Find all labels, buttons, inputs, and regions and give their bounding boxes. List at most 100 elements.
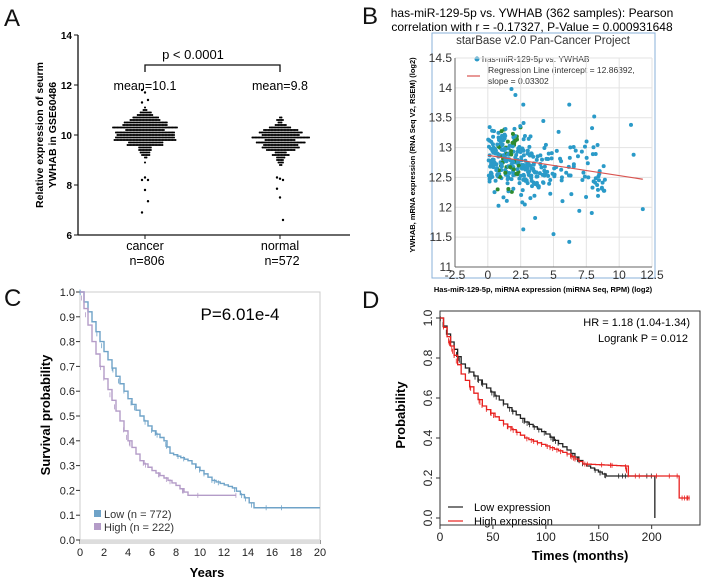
panel-a-data-point	[148, 128, 151, 132]
panel-b-data-point	[491, 150, 496, 155]
panel-a-data-point	[252, 136, 255, 139]
panel-b-data-point	[582, 144, 587, 149]
panel-a-data-point	[122, 138, 125, 142]
panel-a-data-point	[133, 116, 136, 119]
panel-a-data-point	[142, 143, 145, 147]
panel-a-data-point	[292, 146, 295, 149]
panel-a-data-point	[161, 141, 164, 144]
panel-a-data-point	[280, 143, 283, 147]
panel-b-xtick-label: -2.5	[445, 268, 466, 282]
panel-a-data-point	[277, 153, 280, 157]
panel-a-data-point	[142, 148, 145, 152]
panel-b-data-point	[509, 177, 514, 182]
panel-a-data-point	[120, 138, 123, 142]
panel-a-data-point	[271, 128, 274, 132]
panel-a-data-point	[149, 141, 152, 144]
panel-a-data-point	[264, 136, 267, 139]
panel-a-data-point	[149, 146, 152, 149]
panel-a-data-point	[273, 141, 276, 144]
panel-a-data-point	[136, 138, 139, 142]
panel-a-data-point	[270, 146, 273, 149]
panel-a-data-point	[139, 146, 142, 149]
panel-a-data-point	[255, 136, 258, 139]
panel-a-data-point	[277, 131, 280, 134]
panel-a-data-point	[125, 128, 128, 132]
panel-a-data-point	[143, 121, 147, 124]
panel-b-data-point	[535, 154, 540, 159]
panel-a-data-point	[278, 161, 282, 164]
panel-b-ytick-label: 14.5	[429, 51, 453, 65]
panel-a-data-point	[122, 131, 125, 134]
panel-a-data-point	[135, 143, 138, 147]
panel-a-data-point	[142, 153, 145, 157]
panel-a-data-point	[143, 133, 147, 137]
panel-b-data-point	[525, 148, 530, 153]
panel-a-data-point	[148, 118, 151, 122]
panel-a-data-point	[112, 126, 115, 129]
panel-a-data-point	[128, 133, 131, 137]
panel-a-data-point	[146, 133, 149, 137]
panel-a-data-point	[284, 138, 287, 142]
panel-a-data-point	[258, 131, 261, 134]
panel-a-data-point	[287, 131, 290, 134]
panel-a-data-point	[267, 133, 270, 137]
panel-a-data-point	[139, 136, 142, 139]
panel-a-data-point	[307, 136, 311, 139]
panel-a-data-point	[170, 133, 173, 137]
panel-b-data-point	[586, 175, 591, 180]
panel-a-data-point	[268, 133, 271, 137]
panel-a-data-point	[142, 121, 145, 124]
panel-a-data-point	[138, 143, 141, 147]
panel-a-data-point	[114, 138, 118, 142]
panel-a-data-point	[264, 141, 267, 144]
panel-b-data-point	[505, 181, 510, 186]
panel-a-data-point	[158, 141, 161, 144]
panel-a-data-point	[158, 138, 161, 142]
panel-a-data-point	[133, 138, 136, 142]
panel-a-data-point	[274, 128, 277, 132]
panel-a-data-point	[283, 143, 286, 147]
panel-a-data-point	[145, 133, 148, 137]
panel-a-data-point	[133, 118, 136, 122]
panel-a-data-point	[290, 148, 293, 152]
panel-a-data-point	[284, 133, 287, 137]
panel-a-data-point	[278, 128, 282, 132]
ytick-label: 0.4	[60, 436, 75, 448]
ytick-label: 0.2	[60, 485, 75, 497]
panel-a-data-point	[143, 156, 147, 159]
panel-b-data-point	[512, 126, 517, 131]
panel-a-data-point	[170, 126, 173, 129]
panel-a-data-point	[141, 153, 144, 157]
panel-b-data-point	[531, 168, 536, 173]
panel-b-data-point	[593, 151, 598, 156]
panel-c-legend-low: Low (n = 772)	[104, 509, 172, 521]
panel-a-data-point	[132, 133, 135, 137]
panel-a-data-point	[296, 128, 299, 132]
panel-a-data-point	[152, 121, 155, 124]
panel-a-data-point	[270, 138, 273, 142]
panel-a-data-point	[270, 143, 273, 147]
panel-a-data-point	[162, 126, 165, 129]
panel-b-data-point	[590, 152, 595, 157]
panel-a-data-point	[143, 146, 147, 149]
panel-a-data-point	[276, 151, 279, 154]
ytick-label: 0.1	[60, 510, 75, 522]
panel-b-data-point	[491, 134, 496, 139]
panel-a-data-point	[138, 116, 141, 119]
panel-a-data-point	[265, 136, 269, 139]
panel-a-data-point	[145, 148, 148, 152]
panel-b-data-point	[571, 145, 576, 150]
panel-a-data-point	[280, 136, 283, 139]
panel-b-data-point	[510, 159, 515, 164]
panel-a-data-point	[146, 138, 149, 142]
panel-a-data-point	[139, 151, 142, 154]
xtick-label: 16	[266, 547, 278, 559]
panel-b-data-point	[595, 183, 600, 188]
panel-a-data-point	[128, 143, 131, 147]
panel-a-data-point	[274, 146, 277, 149]
panel-b-data-point	[546, 173, 551, 178]
panel-b-data-point	[546, 151, 551, 156]
panel-a-data-point	[170, 138, 173, 142]
panel-a-data-point	[151, 123, 154, 127]
panel-b-data-point	[503, 133, 508, 138]
